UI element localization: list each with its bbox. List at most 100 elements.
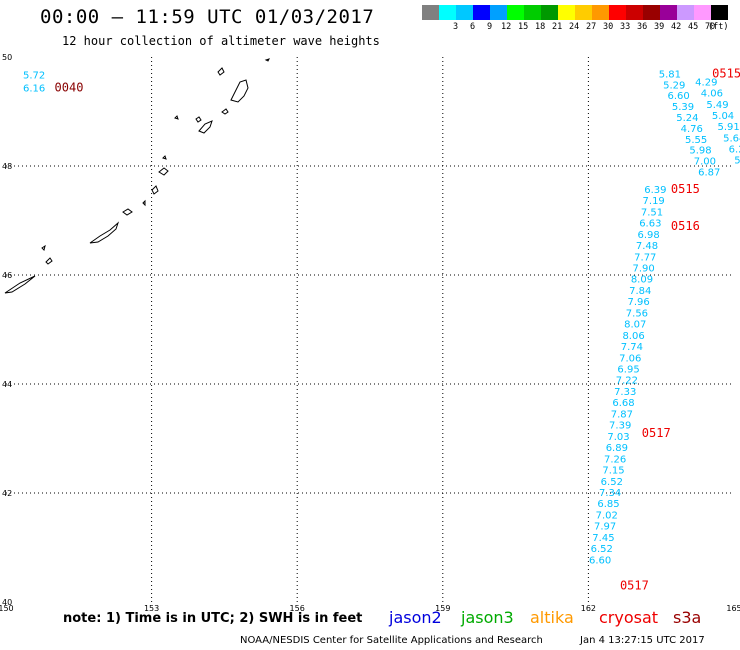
wave-height-value: 4.06 (701, 89, 723, 100)
wave-height-value: 7.87 (611, 409, 633, 420)
wave-height-value: 7.39 (609, 421, 631, 432)
sat-label-jason2: jason2 (389, 608, 442, 627)
wave-height-value: 6.98 (638, 230, 660, 241)
coastline-island-2 (45, 257, 53, 265)
legend-swatch (575, 5, 592, 20)
lat-tick-label: 42 (2, 489, 12, 498)
altimeter-tracks: 5.726.16 00405.815.296.605.395.244.765.55… (23, 66, 740, 592)
wave-height-value: 5.98 (689, 146, 711, 157)
coastline-island-9 (162, 155, 167, 160)
coastline (4, 58, 270, 294)
lon-tick-label: 159 (435, 604, 450, 613)
legend-tick-label: 18 (535, 22, 546, 32)
sat-label-s3a: s3a (673, 608, 702, 627)
lat-tick-label: 48 (2, 162, 12, 171)
legend-swatch (456, 5, 473, 20)
legend-tick-label: 9 (487, 22, 493, 32)
wave-height-value: 7.33 (614, 387, 636, 398)
pass-time-label: 0516 (671, 219, 700, 233)
legend-color-bar (422, 5, 728, 20)
wave-height-value: 7.26 (604, 454, 626, 465)
lat-tick-label: 46 (2, 271, 12, 280)
wave-height-value: 7.96 (627, 297, 649, 308)
wave-height-value: 5.49 (706, 100, 728, 111)
wave-height-value: 5.91 (717, 122, 739, 133)
legend-swatch (643, 5, 660, 20)
wave-height-value: 5.72 (23, 70, 45, 81)
footer-note: note: 1) Time is in UTC; 2) SWH is in fe… (63, 611, 363, 626)
wave-height-value: 5.55 (685, 135, 707, 146)
coastline-island-16 (264, 58, 270, 62)
wave-height-value: 7.51 (641, 207, 663, 218)
wave-height-value: 6.63 (639, 219, 661, 230)
coastline-island-6 (142, 199, 146, 207)
legend-swatch (711, 5, 728, 20)
lat-tick-label: 50 (2, 53, 12, 62)
wave-height-value: 6.60 (589, 555, 611, 566)
legend-swatch (507, 5, 524, 20)
wave-height-value: 6.16 (23, 84, 45, 95)
wave-height-value: 7.03 (607, 432, 629, 443)
lon-tick-label: 162 (581, 604, 596, 613)
coastline-island-4 (89, 221, 120, 244)
wave-height-value: 4.29 (695, 78, 717, 89)
sat-label-cryosat: cryosat (599, 608, 659, 627)
coastline-island-3 (41, 244, 46, 251)
wave-height-value: 6.60 (668, 91, 690, 102)
coastline-island-12 (195, 116, 202, 123)
coastline-island-13 (221, 108, 229, 115)
legend-unit: (ft) (708, 22, 729, 32)
lat-tick-label: 44 (2, 380, 12, 389)
wave-height-value: 5.64 (723, 133, 740, 144)
wave-height-value: 6.39 (644, 185, 666, 196)
map-subtitle: 12 hour collection of altimeter wave hei… (62, 34, 380, 48)
legend-swatch (490, 5, 507, 20)
legend-swatch (524, 5, 541, 20)
wave-height-value: 5.62 (734, 156, 740, 167)
wave-height-value: 6.52 (591, 544, 613, 555)
wave-height-value: 6.85 (597, 499, 619, 510)
legend-swatch (541, 5, 558, 20)
legend-tick-label: 70 (705, 22, 716, 32)
wave-height-value: 5.81 (659, 69, 681, 80)
legend-tick-label: 33 (620, 22, 631, 32)
wave-height-value: 7.06 (619, 353, 641, 364)
pass-time-label: 0515 (712, 66, 740, 80)
coastline-island-14 (230, 79, 249, 103)
legend-tick-label: 6 (470, 22, 476, 32)
legend-tick-label: 39 (654, 22, 665, 32)
wave-height-value: 8.07 (624, 320, 646, 331)
wave-height-value: 7.00 (694, 157, 716, 168)
legend-tick-label: 3 (453, 22, 459, 32)
legend-tick-label: 24 (569, 22, 580, 32)
wave-height-value: 7.34 (599, 488, 621, 499)
legend-swatch (626, 5, 643, 20)
legend-tick-label: 30 (603, 22, 614, 32)
pass-time-label: 0517 (620, 579, 649, 593)
lat-tick-label: 40 (2, 598, 12, 607)
wave-height-value: 7.19 (643, 196, 665, 207)
wave-height-value: 6.68 (612, 398, 634, 409)
wave-height-value: 6.89 (606, 443, 628, 454)
lon-tick-label: 156 (290, 604, 305, 613)
coastline-island-1 (4, 275, 36, 294)
sat-label-altika: altika (530, 608, 574, 627)
lon-tick-label: 153 (144, 604, 159, 613)
wave-height-value: 7.56 (626, 308, 648, 319)
legend-swatch (439, 5, 456, 20)
wave-height-value: 7.02 (596, 510, 618, 521)
wave-height-value: 5.24 (676, 113, 698, 124)
wave-height-value: 6.95 (617, 365, 639, 376)
legend-swatch (660, 5, 677, 20)
coastline-island-15 (217, 67, 225, 76)
legend-swatch (694, 5, 711, 20)
color-legend: 3 6 9 12 15 18 21 24 27 30 33 36 39 42 45 70 (ft) (422, 5, 728, 32)
legend-tick-label: 21 (552, 22, 563, 32)
legend-swatch (473, 5, 490, 20)
legend-tick-label: 27 (586, 22, 597, 32)
legend-swatch (609, 5, 626, 20)
wave-height-value: 7.45 (592, 533, 614, 544)
map-title: 00:00 – 11:59 UTC 01/03/2017 (40, 6, 375, 28)
wave-height-value: 8.06 (622, 331, 644, 342)
